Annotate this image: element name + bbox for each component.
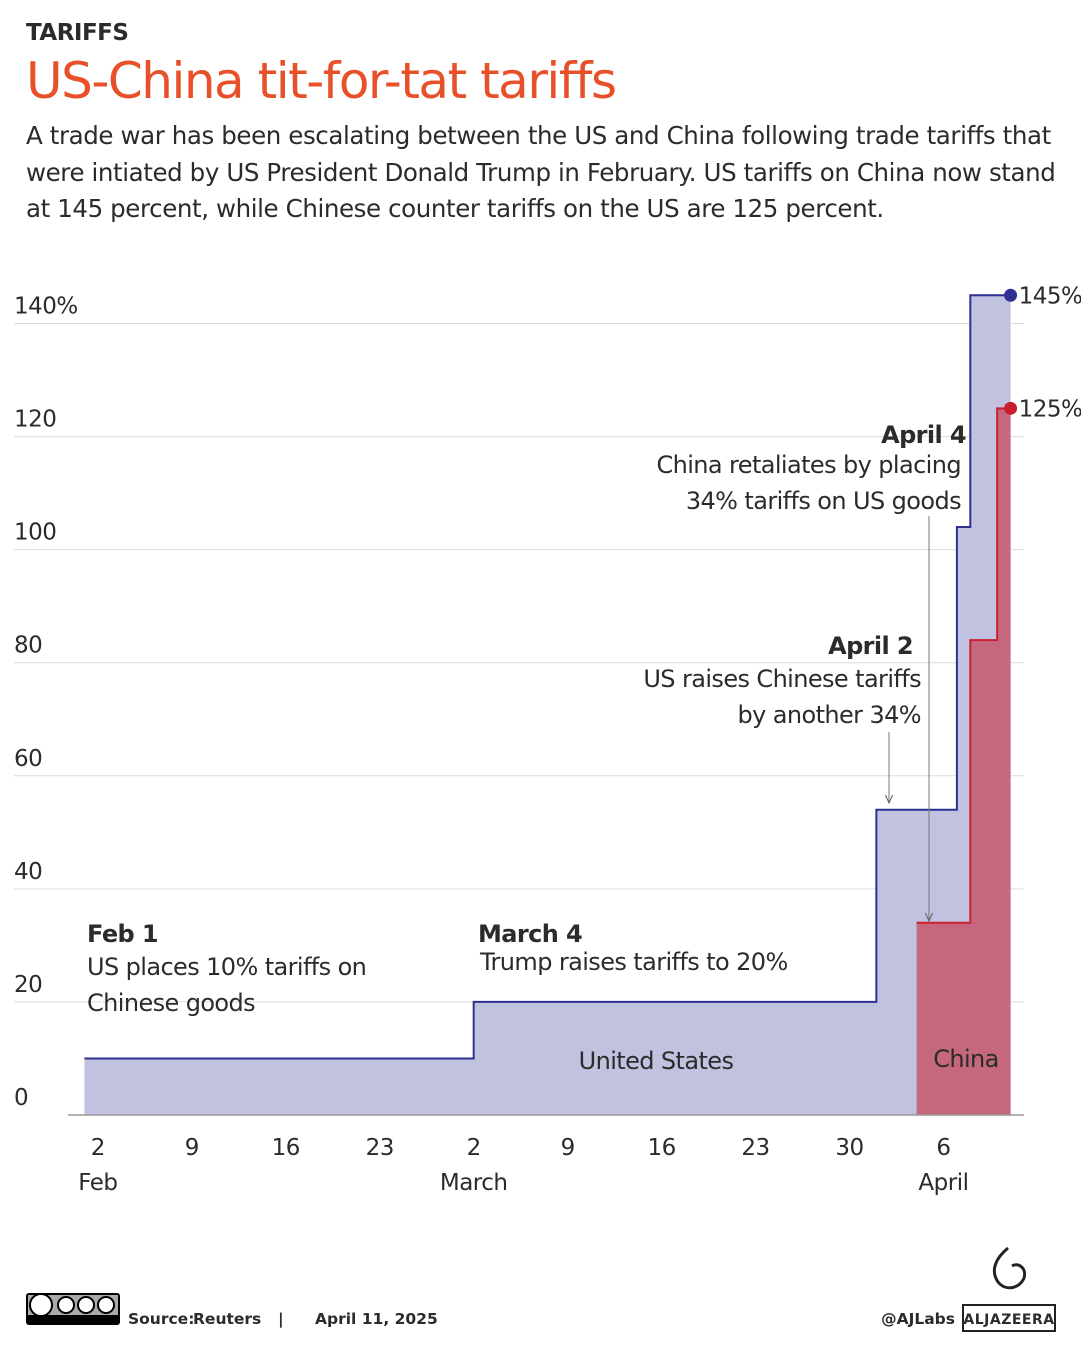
annotation-text: China retaliates by placing	[656, 451, 961, 479]
chart-title: US-China tit-for-tat tariffs	[26, 52, 617, 110]
series-line	[84, 294, 1011, 1060]
y-tick-label: 120	[14, 407, 56, 433]
series-label: China	[933, 1045, 999, 1073]
kicker: TARIFFS	[26, 20, 129, 46]
series-area	[916, 408, 1011, 1115]
annotation-text: Trump raises tariffs to 20%	[479, 948, 788, 976]
y-tick-label: 140%	[14, 294, 78, 320]
annotation-text: Chinese goods	[87, 989, 255, 1017]
annotation-title: April 4	[881, 421, 966, 449]
x-tick-label: 16	[647, 1135, 675, 1161]
separator: |	[278, 1310, 284, 1329]
y-tick-label: 40	[14, 859, 42, 885]
series-label: United States	[579, 1047, 734, 1075]
value-label: 125%	[1019, 396, 1081, 422]
x-tick-label: 9	[561, 1135, 575, 1161]
x-tick-label: 23	[741, 1135, 769, 1161]
brand: ALJAZEERA	[963, 1312, 1054, 1328]
source: Reuters	[193, 1310, 261, 1328]
y-tick-label: 0	[14, 1085, 28, 1111]
y-tick-label: 80	[14, 633, 42, 659]
month-label: Feb	[78, 1170, 117, 1196]
series-line	[916, 407, 1011, 924]
x-tick-label: 9	[185, 1135, 199, 1161]
x-tick-label: 30	[835, 1135, 863, 1161]
month-label: March	[440, 1170, 508, 1196]
end-dot	[1004, 401, 1018, 415]
brand-logo	[962, 1246, 1056, 1332]
annotation-text: US places 10% tariffs on	[87, 953, 366, 981]
source-label: Source:	[128, 1310, 194, 1328]
x-tick-label: 6	[936, 1135, 950, 1161]
end-dot	[1004, 288, 1018, 302]
annotation-title: Feb 1	[87, 920, 158, 948]
annotation-title: April 2	[828, 632, 913, 660]
y-tick-label: 100	[14, 520, 56, 546]
subtitle: A trade war has been escalating between …	[26, 121, 1056, 223]
x-tick-label: 16	[272, 1135, 300, 1161]
annotation-text: 34% tariffs on US goods	[686, 487, 961, 515]
x-tick-label: 2	[91, 1135, 105, 1161]
date: April 11, 2025	[315, 1310, 438, 1328]
x-tick-label: 2	[467, 1135, 481, 1161]
x-tick-label: 23	[366, 1135, 394, 1161]
cc-badge	[26, 1293, 120, 1325]
annotation-title: March 4	[478, 920, 582, 948]
month-label: April	[918, 1170, 968, 1196]
handle: @AJLabs	[881, 1310, 955, 1328]
annotation-text: by another 34%	[738, 701, 922, 729]
value-label: 145%	[1019, 283, 1081, 309]
y-tick-label: 60	[14, 746, 42, 772]
annotation-text: US raises Chinese tariffs	[643, 665, 921, 693]
y-tick-label: 20	[14, 972, 42, 998]
